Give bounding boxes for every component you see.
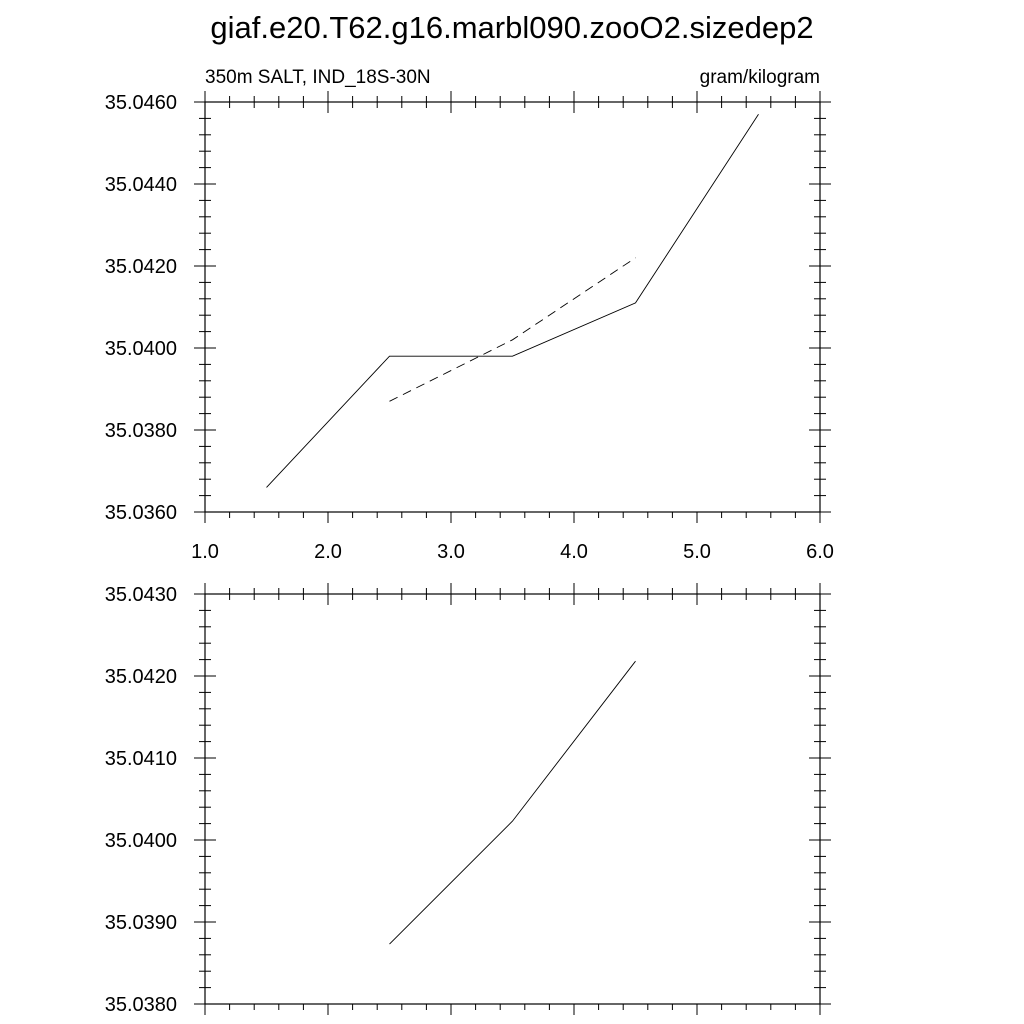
y-tick-label: 35.0460 (105, 92, 177, 114)
y-tick-label: 35.0440 (105, 174, 177, 196)
top-panel-series (266, 114, 759, 488)
top-panel-frame (204, 101, 821, 513)
top-panel-left-label: 350m SALT, IND_18S-30N (205, 67, 431, 88)
x-tick-label: 1.0 (191, 541, 219, 563)
top-panel: 350m SALT, IND_18S-30N gram/kilogram 35.… (105, 67, 834, 563)
y-tick-label: 35.0410 (105, 748, 177, 770)
y-tick-label: 35.0360 (105, 502, 177, 524)
y-tick-label: 35.0380 (105, 420, 177, 442)
x-tick-label: 6.0 (806, 541, 834, 563)
x-tick-label: 3.0 (437, 541, 465, 563)
y-tick-label: 35.0400 (105, 830, 177, 852)
x-tick-label: 2.0 (314, 541, 342, 563)
bottom-panel: 35.0380 35.0390 35.0400 35.0410 35.0420 35.04… (105, 583, 831, 1016)
bottom-panel-frame (204, 593, 821, 1005)
top-panel-ticks (194, 91, 831, 523)
figure-title: giaf.e20.T62.g16.marbl090.zooO2.sizedep2 (210, 10, 813, 45)
bottom-panel-ticks (194, 583, 831, 1015)
y-tick-label: 35.0380 (105, 994, 177, 1016)
top-panel-right-label: gram/kilogram (700, 67, 820, 88)
y-tick-label: 35.0420 (105, 256, 177, 278)
y-tick-label: 35.0420 (105, 666, 177, 688)
y-tick-label: 35.0390 (105, 912, 177, 934)
y-tick-label: 35.0430 (105, 584, 177, 606)
y-tick-label: 35.0400 (105, 338, 177, 360)
series-line-1 (266, 114, 759, 488)
x-tick-label: 4.0 (560, 541, 588, 563)
bottom-panel-series (389, 660, 636, 945)
x-tick-label: 5.0 (683, 541, 711, 563)
bottom-panel-tick-labels: 35.0380 35.0390 35.0400 35.0410 35.0420 35.04… (105, 584, 177, 1016)
series-line-1 (389, 660, 636, 945)
series-line-2 (389, 257, 636, 402)
top-panel-tick-labels: 35.0360 35.0380 35.0400 35.0420 35.0440 35.04… (105, 92, 834, 563)
